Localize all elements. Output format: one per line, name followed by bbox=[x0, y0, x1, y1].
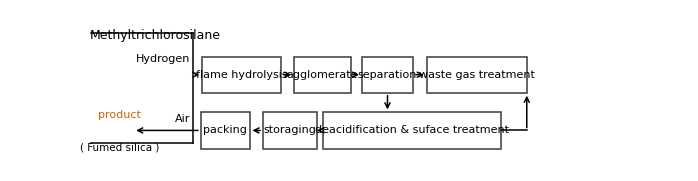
Text: storaging: storaging bbox=[264, 125, 317, 135]
Bar bbox=[322, 112, 501, 149]
Bar bbox=[426, 56, 527, 93]
Text: ( Fumed silica ): ( Fumed silica ) bbox=[80, 142, 159, 152]
Bar bbox=[294, 56, 351, 93]
Text: packing: packing bbox=[203, 125, 247, 135]
Text: Air: Air bbox=[174, 114, 190, 124]
Bar bbox=[362, 56, 413, 93]
Bar bbox=[263, 112, 317, 149]
Text: agglomerate: agglomerate bbox=[287, 70, 358, 80]
Text: Hydrogen: Hydrogen bbox=[135, 54, 190, 64]
Bar bbox=[202, 56, 281, 93]
Text: product: product bbox=[98, 110, 141, 120]
Text: separation: separation bbox=[358, 70, 417, 80]
Text: flame hydrolysis: flame hydrolysis bbox=[195, 70, 288, 80]
Text: waste gas treatment: waste gas treatment bbox=[419, 70, 535, 80]
Text: deacidification & suface treatment: deacidification & suface treatment bbox=[315, 125, 509, 135]
Bar bbox=[201, 112, 250, 149]
Text: Methyltrichlorosilane: Methyltrichlorosilane bbox=[90, 29, 221, 42]
